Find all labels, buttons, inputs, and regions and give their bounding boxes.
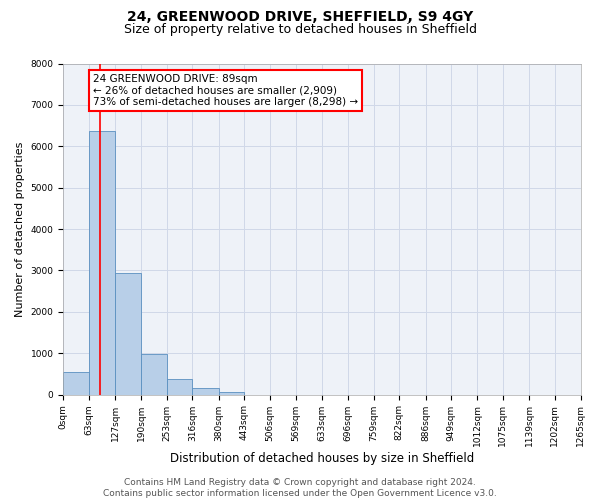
Y-axis label: Number of detached properties: Number of detached properties: [15, 142, 25, 316]
Text: 24, GREENWOOD DRIVE, SHEFFIELD, S9 4GY: 24, GREENWOOD DRIVE, SHEFFIELD, S9 4GY: [127, 10, 473, 24]
X-axis label: Distribution of detached houses by size in Sheffield: Distribution of detached houses by size …: [170, 452, 474, 465]
Bar: [115, 274, 141, 394]
Bar: [218, 392, 244, 394]
Text: 24 GREENWOOD DRIVE: 89sqm
← 26% of detached houses are smaller (2,909)
73% of se: 24 GREENWOOD DRIVE: 89sqm ← 26% of detac…: [93, 74, 358, 107]
Bar: [167, 380, 193, 394]
Text: Size of property relative to detached houses in Sheffield: Size of property relative to detached ho…: [124, 22, 476, 36]
Bar: [89, 130, 115, 394]
Bar: [193, 388, 218, 394]
Text: Contains HM Land Registry data © Crown copyright and database right 2024.
Contai: Contains HM Land Registry data © Crown c…: [103, 478, 497, 498]
Bar: [63, 372, 89, 394]
Bar: [141, 354, 167, 395]
